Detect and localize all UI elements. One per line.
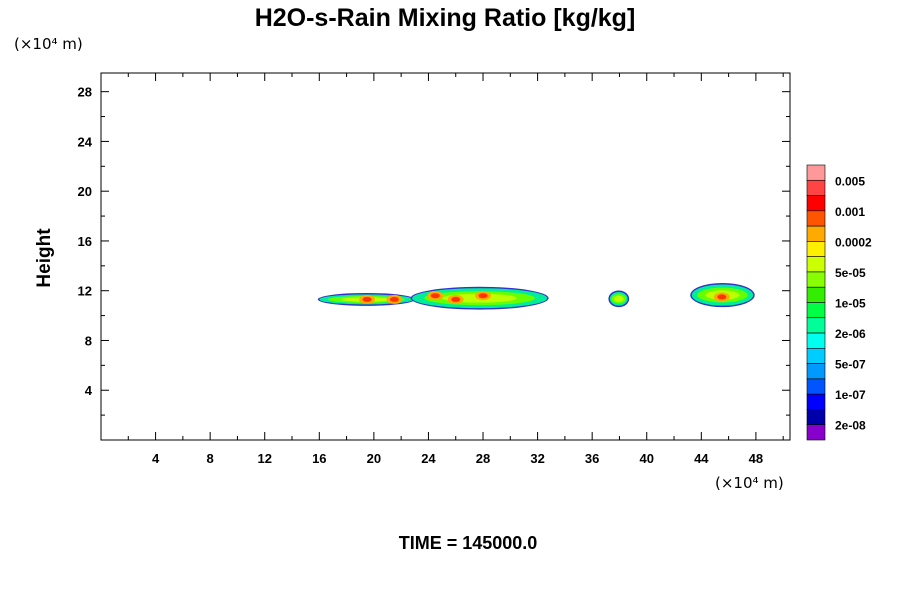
colorbar-label: 5e-07 [835, 358, 866, 372]
y-tick-label: 16 [78, 234, 92, 249]
colorbar-legend: 0.005 0.001 0.0002 5e-05 1e-05 2e-06 5e-07 1e-0… [806, 164, 872, 441]
x-axis: 4 8 12 16 20 24 28 32 36 40 44 48 [127, 73, 784, 466]
colorbar-swatch [806, 393, 826, 410]
colorbar-swatch [806, 271, 826, 288]
x-tick-label: 12 [257, 451, 271, 466]
colorbar-swatch [806, 210, 826, 227]
colorbar-swatch [806, 225, 826, 242]
colorbar-swatch [806, 317, 826, 334]
x-tick-label: 16 [312, 451, 326, 466]
feature-hotspot-core [451, 296, 461, 302]
feature-hotspot-core [478, 293, 488, 299]
x-tick-label: 28 [476, 451, 490, 466]
y-tick-label: 28 [78, 85, 92, 100]
colorbar-swatch [806, 286, 826, 303]
y-tick-label: 24 [78, 134, 93, 149]
x-tick-label: 20 [367, 451, 381, 466]
colorbar-swatch [806, 179, 826, 196]
colorbar-swatch [806, 164, 826, 181]
y-tick-label: 20 [78, 184, 92, 199]
y-axis-unit: (×10⁴ m) [14, 35, 83, 53]
colorbar-label: 2e-08 [835, 419, 866, 433]
colorbar-label: 1e-07 [835, 388, 866, 402]
feature-hotspot-core [430, 293, 440, 299]
colorbar-label: 2e-06 [835, 327, 866, 341]
colorbar-swatch [806, 195, 826, 212]
time-label: TIME = 145000.0 [399, 533, 538, 553]
colorbar-swatch [806, 378, 826, 395]
colorbar-swatch [806, 424, 826, 441]
colorbar-swatch [806, 256, 826, 273]
y-axis-label: Height [34, 228, 55, 288]
colorbar-label: 1e-05 [835, 297, 866, 311]
x-tick-label: 36 [585, 451, 599, 466]
colorbar-swatch [806, 409, 826, 426]
colorbar-swatch [806, 241, 826, 257]
feature-inner [613, 295, 624, 302]
x-tick-label: 4 [152, 451, 160, 466]
plot-area [100, 72, 791, 441]
feature-hotspot-core [362, 296, 372, 302]
chart-title: H2O-s-Rain Mixing Ratio [kg/kg] [255, 4, 636, 32]
y-tick-label: 4 [85, 383, 93, 398]
x-tick-label: 44 [694, 451, 709, 466]
colorbar-swatch [806, 363, 826, 380]
colorbar-swatch [806, 332, 826, 349]
y-tick-label: 8 [85, 333, 92, 348]
y-axis: 4 8 12 16 20 24 28 [78, 85, 790, 416]
y-tick-label: 12 [78, 284, 92, 299]
x-tick-label: 48 [749, 451, 763, 466]
x-tick-label: 32 [530, 451, 544, 466]
x-tick-label: 40 [640, 451, 654, 466]
colorbar-label: 5e-05 [835, 266, 866, 280]
plot-frame [100, 72, 791, 441]
colorbar-label: 0.0002 [835, 235, 872, 249]
x-tick-label: 8 [207, 451, 214, 466]
x-tick-label: 24 [421, 451, 436, 466]
field-feature [317, 292, 415, 306]
field-feature [690, 282, 755, 308]
colorbar-swatch [806, 302, 826, 319]
x-axis-unit: (×10⁴ m) [715, 474, 784, 492]
colorbar-label: 0.005 [835, 174, 865, 188]
colorbar-swatch [806, 348, 826, 364]
feature-hotspot-core [389, 296, 399, 302]
field-feature [410, 286, 549, 310]
colorbar-label: 0.001 [835, 205, 865, 219]
feature-hotspot-core [717, 294, 727, 300]
field-feature [608, 290, 630, 308]
